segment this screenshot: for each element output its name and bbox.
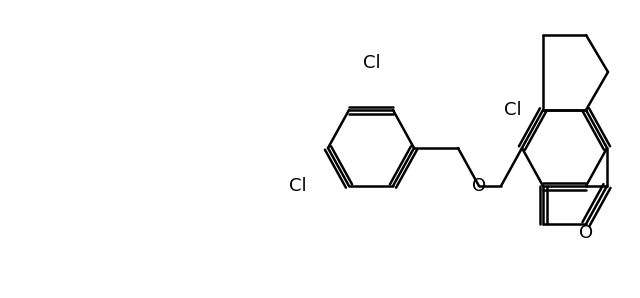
Text: Cl: Cl <box>504 101 522 119</box>
Text: Cl: Cl <box>363 54 381 72</box>
Text: O: O <box>472 177 486 195</box>
Text: O: O <box>579 224 593 242</box>
Text: Cl: Cl <box>289 177 307 195</box>
